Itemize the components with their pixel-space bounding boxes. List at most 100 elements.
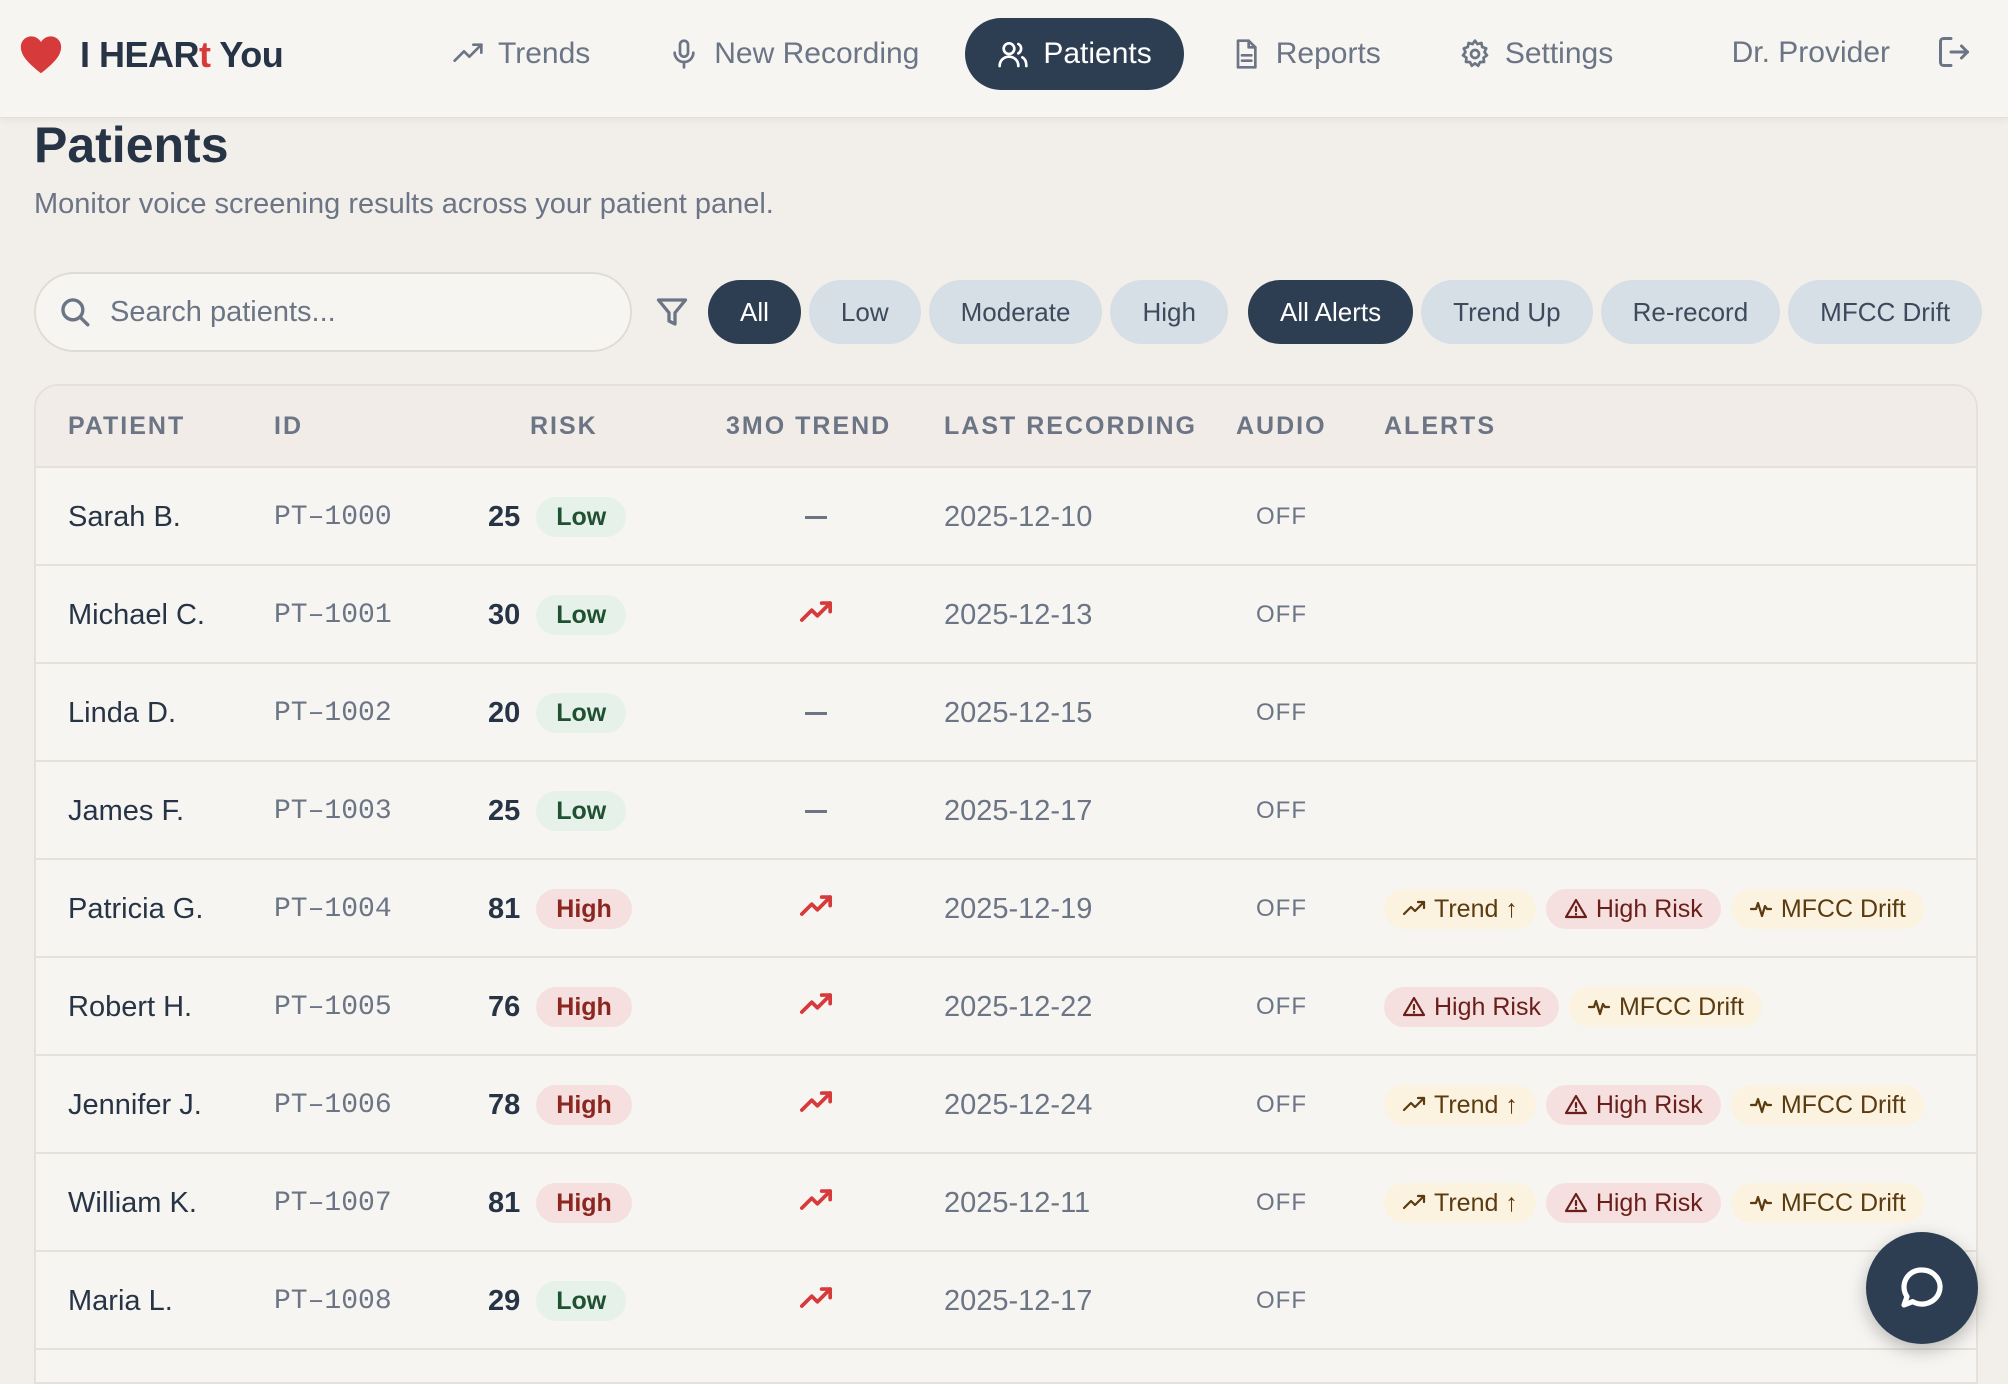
risk-filter-all[interactable]: All: [708, 280, 801, 344]
nav-item-label: Patients: [1043, 37, 1152, 70]
patient-id: PT–1006: [274, 1089, 392, 1121]
page-subtitle: Monitor voice screening results across y…: [34, 188, 774, 220]
column-header-id[interactable]: ID: [274, 412, 303, 440]
alert-badge-mfcc-drift[interactable]: MFCC Drift: [1730, 889, 1924, 929]
alert-badge-high-risk[interactable]: High Risk: [1545, 889, 1721, 929]
table-row[interactable]: James F. PT–1003 25 Low 2025-12-17 OFF: [36, 762, 1976, 860]
trend-up-icon: [799, 1282, 833, 1321]
risk-score: 25: [488, 794, 521, 827]
column-header-patient[interactable]: PATIENT: [68, 412, 186, 440]
search-input[interactable]: [110, 295, 590, 329]
page-title: Patients: [34, 117, 229, 173]
trend-cell: [776, 1056, 856, 1154]
patient-name[interactable]: Maria L.: [68, 1284, 173, 1317]
trend-cell: [776, 566, 856, 664]
audio-status[interactable]: OFF: [1256, 797, 1307, 824]
filter-icon[interactable]: [654, 294, 690, 330]
patient-name[interactable]: William K.: [68, 1186, 197, 1219]
alert-badge-mfcc-drift[interactable]: MFCC Drift: [1730, 1183, 1924, 1223]
audio-status[interactable]: OFF: [1256, 601, 1307, 628]
alert-badge-mfcc-drift[interactable]: MFCC Drift: [1568, 987, 1762, 1027]
audio-status[interactable]: OFF: [1256, 1091, 1307, 1118]
alert-badge-high-risk[interactable]: High Risk: [1384, 987, 1559, 1027]
risk-score: 30: [488, 598, 521, 631]
nav-item-label: New Recording: [714, 37, 920, 70]
table-row[interactable]: Michael C. PT–1001 30 Low 2025-12-13 OFF: [36, 566, 1976, 664]
nav-item-patients[interactable]: Patients: [965, 18, 1184, 90]
patient-id: PT–1008: [274, 1285, 392, 1317]
alert-badge-high-risk[interactable]: High Risk: [1545, 1183, 1721, 1223]
alert-filter-all[interactable]: All Alerts: [1248, 280, 1414, 344]
nav-item-new-recording[interactable]: New Recording: [636, 18, 951, 90]
trend-up-icon: [799, 890, 833, 929]
warning-icon: [1564, 898, 1587, 919]
users-icon: [998, 42, 1029, 68]
logout-button[interactable]: [1936, 34, 1972, 70]
nav-item-trends[interactable]: Trends: [420, 18, 622, 90]
column-header-risk[interactable]: RISK: [530, 412, 598, 440]
column-header-last-recording[interactable]: LAST RECORDING: [944, 412, 1197, 440]
audio-status[interactable]: OFF: [1256, 699, 1307, 726]
alert-badge-mfcc-drift[interactable]: MFCC Drift: [1730, 1085, 1924, 1125]
table-row[interactable]: Linda D. PT–1002 20 Low 2025-12-15 OFF: [36, 664, 1976, 762]
risk-badge: Low: [536, 497, 627, 537]
trend-up-icon: [799, 596, 833, 635]
alert-badge-label: High Risk: [1434, 992, 1541, 1021]
alert-filter-trend-up[interactable]: Trend Up: [1421, 280, 1593, 344]
patient-name[interactable]: Linda D.: [68, 696, 177, 729]
audio-status[interactable]: OFF: [1256, 503, 1307, 530]
patient-name[interactable]: Sarah B.: [68, 500, 181, 533]
audio-status[interactable]: OFF: [1256, 1189, 1307, 1216]
alerts-cell: Trend ↑ High Risk MFCC Drift: [1384, 860, 1924, 958]
table-body: Sarah B. PT–1000 25 Low 2025-12-10 OFF Michael…: [36, 468, 1976, 1350]
logout-icon: [1939, 37, 1969, 67]
alerts-cell: Trend ↑ High Risk MFCC Drift: [1384, 1154, 1924, 1252]
column-header-audio[interactable]: AUDIO: [1236, 412, 1327, 440]
nav-item-label: Settings: [1504, 37, 1614, 70]
table-row[interactable]: Robert H. PT–1005 76 High 2025-12-22 OFF High …: [36, 958, 1976, 1056]
trend-cell: [776, 762, 856, 860]
risk-filter-low[interactable]: Low: [808, 280, 921, 344]
patient-id: PT–1005: [274, 991, 392, 1023]
nav-item-reports[interactable]: Reports: [1198, 18, 1413, 90]
nav-item-label: Trends: [498, 37, 591, 70]
risk-filter-high[interactable]: High: [1110, 280, 1228, 344]
brand-logo[interactable]: I HEARt You: [18, 30, 284, 80]
table-row[interactable]: Jennifer J. PT–1006 78 High 2025-12-24 OFF Tre…: [36, 1056, 1976, 1154]
audio-status[interactable]: OFF: [1256, 993, 1307, 1020]
patient-name[interactable]: Robert H.: [68, 990, 193, 1023]
chat-button[interactable]: [1866, 1232, 1978, 1344]
alert-badge-trend-up[interactable]: Trend ↑: [1384, 1085, 1536, 1125]
warning-icon: [1564, 1094, 1587, 1115]
alert-filter-re-record[interactable]: Re-record: [1600, 280, 1781, 344]
patient-name[interactable]: Michael C.: [68, 598, 205, 631]
last-recording-date: 2025-12-24: [944, 1088, 1093, 1121]
alert-filter-mfcc-drift[interactable]: MFCC Drift: [1788, 280, 1983, 344]
table-row[interactable]: Patricia G. PT–1004 81 High 2025-12-19 OFF Tre…: [36, 860, 1976, 958]
patient-name[interactable]: James F.: [68, 794, 185, 827]
trend-up-icon: [799, 988, 833, 1027]
table-row[interactable]: Sarah B. PT–1000 25 Low 2025-12-10 OFF: [36, 468, 1976, 566]
main-nav: Trends New Recording Patients Reports Se…: [420, 18, 1645, 90]
nav-item-settings[interactable]: Settings: [1427, 18, 1645, 90]
pulse-icon: [1749, 1195, 1772, 1212]
patient-id: PT–1007: [274, 1187, 392, 1219]
top-navigation-bar: I HEARt You Trends New Recording Patient…: [0, 0, 2008, 118]
alert-badge-trend-up[interactable]: Trend ↑: [1384, 1183, 1536, 1223]
alert-badge-high-risk[interactable]: High Risk: [1545, 1085, 1721, 1125]
table-row[interactable]: Maria L. PT–1008 29 Low 2025-12-17 OFF: [36, 1252, 1976, 1350]
alert-badge-trend-up[interactable]: Trend ↑: [1384, 889, 1536, 929]
last-recording-date: 2025-12-15: [944, 696, 1093, 729]
alert-badge-label: MFCC Drift: [1618, 992, 1744, 1021]
table-row[interactable]: William K. PT–1007 81 High 2025-12-11 OFF Tren…: [36, 1154, 1976, 1252]
column-header-alerts[interactable]: ALERTS: [1384, 412, 1496, 440]
patient-name[interactable]: Jennifer J.: [68, 1088, 202, 1121]
column-header-trend[interactable]: 3MO TREND: [726, 412, 892, 440]
audio-status[interactable]: OFF: [1256, 895, 1307, 922]
trend-up-icon: [799, 1184, 833, 1223]
risk-filter-moderate[interactable]: Moderate: [928, 280, 1103, 344]
user-name[interactable]: Dr. Provider: [1731, 36, 1890, 69]
audio-status[interactable]: OFF: [1256, 1287, 1307, 1314]
patient-name[interactable]: Patricia G.: [68, 892, 204, 925]
trend-cell: [776, 958, 856, 1056]
